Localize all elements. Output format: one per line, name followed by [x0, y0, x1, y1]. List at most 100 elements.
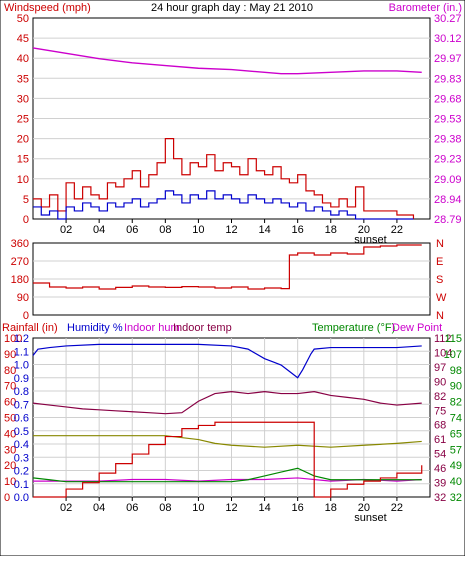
rainfall-y-tick-label: 0	[4, 492, 10, 504]
barometer-y-tick-label: 29.97	[434, 53, 462, 65]
legend-indoor-temp: Indoor temp	[173, 322, 232, 334]
barometer-y-tick-label: 29.53	[434, 114, 462, 126]
humidity-y-tick-label: 0.3	[14, 452, 29, 464]
legend-indoor-hum: Indoor hum	[124, 322, 180, 334]
climate-panel-x-tick-label: 06	[126, 502, 138, 514]
rainfall-line	[33, 421, 423, 498]
humidity-y-tick-label: 0.8	[14, 386, 29, 398]
climate-panel-x-tick-label: 14	[258, 502, 270, 514]
rainfall-y-tick-label: 20	[4, 460, 16, 472]
humidity-y-tick-label: 0.0	[14, 492, 29, 504]
humidity-y-tick-label: 0.9	[14, 373, 29, 385]
windspeed-y-tick-label: 25	[17, 114, 29, 126]
barometer-y-tick-label: 29.38	[434, 134, 462, 146]
temperature-y-tick-label: 90	[450, 381, 462, 393]
climate-panel-x-tick-label: 08	[159, 502, 171, 514]
wind-gust-line	[33, 138, 415, 219]
humidity-line	[32, 343, 422, 379]
temperature-line	[32, 467, 422, 483]
temperature-y-tick-label: 107	[444, 349, 462, 361]
barometer-y-tick-label: 30.27	[434, 13, 462, 25]
climate-panel-sunset-label: sunset	[354, 512, 386, 524]
temperature-y-tick-label: 65	[450, 428, 462, 440]
windspeed-y-tick-label: 5	[23, 194, 29, 206]
barometer-y-tick-label: 29.09	[434, 174, 462, 186]
wind-panel-x-tick-label: 08	[159, 224, 171, 236]
barometer-y-tick-label: 30.12	[434, 33, 462, 45]
barometer-y-tick-label: 28.94	[434, 194, 462, 206]
wind-panel-x-tick-label: 18	[325, 224, 337, 236]
humidity-y-tick-label: 0.1	[14, 479, 29, 491]
indoor-temp-y-tick-label: 97	[434, 362, 446, 374]
direction-y-tick-label: 270	[11, 256, 29, 268]
climate-panel-x-tick-label: 22	[391, 502, 403, 514]
rainfall-y-tick-label: 40	[4, 428, 16, 440]
wind-panel-x-tick-label: 12	[225, 224, 237, 236]
windspeed-y-tick-label: 15	[17, 154, 29, 166]
windspeed-y-tick-label: 50	[17, 13, 29, 25]
rainfall-y-tick-label: 80	[4, 365, 16, 377]
temperature-y-tick-label: 115	[444, 333, 462, 345]
indoor-temp-y-tick-label: 54	[434, 449, 446, 461]
temperature-axis-title: Temperature (°F)	[312, 322, 395, 334]
barometer-y-tick-label: 29.68	[434, 93, 462, 105]
rainfall-y-tick-label: 50	[4, 413, 16, 425]
compass-y-tick-label: S	[436, 274, 443, 286]
barometer-y-tick-label: 29.23	[434, 154, 462, 166]
temperature-y-tick-label: 40	[450, 476, 462, 488]
barometer-line	[32, 47, 422, 75]
wind-panel-x-tick-label: 14	[258, 224, 270, 236]
indoor-temp-y-tick-label: 112	[434, 333, 452, 345]
temperature-y-tick-label: 74	[450, 413, 462, 425]
rainfall-y-tick-label: 10	[4, 476, 16, 488]
wind-panel-x-tick-label: 02	[60, 224, 72, 236]
indoor-temp-y-tick-label: 32	[434, 492, 446, 504]
indoor-temp-y-tick-label: 61	[434, 434, 446, 446]
compass-y-tick-label: W	[436, 292, 447, 304]
windspeed-axis-title: Windspeed (mph)	[4, 2, 91, 14]
humidity-y-tick-label: 0.7	[14, 399, 29, 411]
windspeed-y-tick-label: 30	[17, 93, 29, 105]
legend-humidity: Humidity %	[67, 322, 123, 334]
direction-y-tick-label: 90	[17, 292, 29, 304]
rainfall-axis-title: Rainfall (in)	[2, 322, 58, 334]
indoor-temp-y-tick-label: 46	[434, 463, 446, 475]
indoor-temp-y-tick-label: 39	[434, 478, 446, 490]
humidity-y-tick-label: 1.1	[14, 346, 29, 358]
windspeed-y-tick-label: 35	[17, 73, 29, 85]
climate-panel-x-tick-label: 04	[93, 502, 105, 514]
rainfall-y-tick-label: 90	[4, 349, 16, 361]
windspeed-y-tick-label: 10	[17, 174, 29, 186]
wind-panel-x-tick-label: 06	[126, 224, 138, 236]
windspeed-y-tick-label: 0	[23, 214, 29, 226]
indoor-temp-y-tick-label: 104	[434, 347, 452, 359]
indoor-temp-line	[32, 391, 422, 415]
windspeed-y-tick-label: 45	[17, 33, 29, 45]
wind-panel-x-tick-label: 10	[192, 224, 204, 236]
barometer-axis-title: Barometer (in.)	[389, 2, 462, 14]
legend-dew-point: Dew Point	[392, 322, 442, 334]
direction-y-tick-label: 0	[23, 310, 29, 322]
climate-panel-x-tick-label: 10	[192, 502, 204, 514]
indoor-temp-y-tick-label: 82	[434, 391, 446, 403]
windspeed-line	[33, 190, 414, 220]
climate-panel-x-tick-label: 02	[60, 502, 72, 514]
wind-panel-x-tick-label: 20	[358, 224, 370, 236]
wind-direction-line	[33, 244, 422, 290]
temperature-y-tick-label: 49	[450, 460, 462, 472]
climate-panel-x-tick-label: 16	[292, 502, 304, 514]
wind-panel-x-tick-label: 04	[93, 224, 105, 236]
wind-panel-x-tick-label: 22	[391, 224, 403, 236]
indoor-temp-y-tick-label: 90	[434, 376, 446, 388]
wind-panel-x-tick-label: 16	[292, 224, 304, 236]
barometer-y-tick-label: 29.83	[434, 73, 462, 85]
direction-y-tick-label: 180	[11, 274, 29, 286]
direction-y-tick-label: 360	[11, 238, 29, 250]
humidity-y-tick-label: 0.4	[14, 439, 29, 451]
rainfall-y-tick-label: 30	[4, 444, 16, 456]
windspeed-y-tick-label: 20	[17, 134, 29, 146]
climate-panel-x-tick-label: 18	[325, 502, 337, 514]
indoor-temp-y-tick-label: 75	[434, 405, 446, 417]
